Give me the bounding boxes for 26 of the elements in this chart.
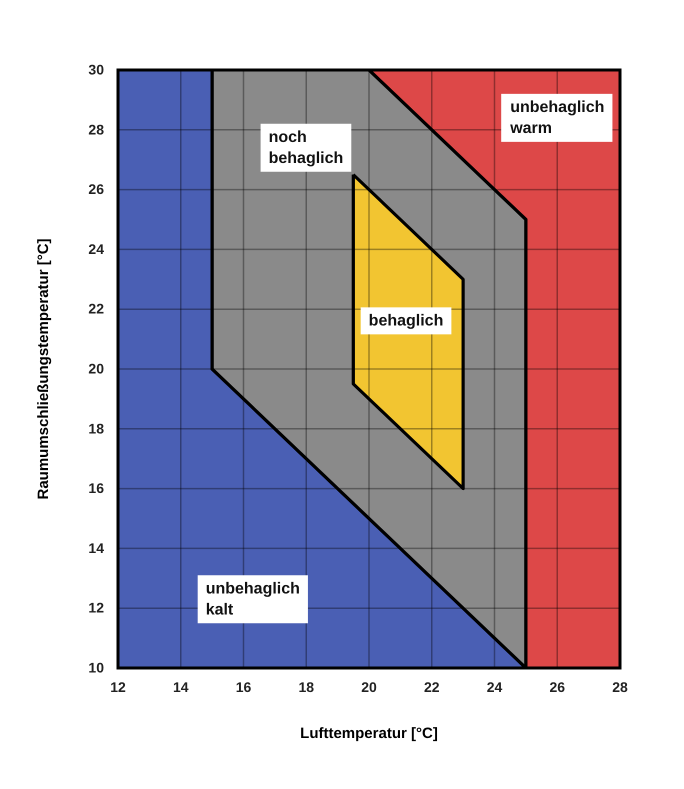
x-tick-label: 26 <box>549 678 566 695</box>
series-label: unbehaglich warm <box>509 98 604 137</box>
x-tick-label: 28 <box>612 678 628 695</box>
x-tick-label: 18 <box>298 678 314 695</box>
y-tick-label: 22 <box>88 300 104 317</box>
y-tick-label: 30 <box>88 61 104 78</box>
y-axis-title: Raumumschließungstemperatur [°C] <box>35 238 52 500</box>
series-label: behaglich <box>368 312 444 330</box>
y-tick-label: 24 <box>88 240 104 257</box>
series-label: noch behaglich <box>268 128 344 167</box>
y-tick-label: 16 <box>88 480 104 496</box>
x-tick-label: 20 <box>361 678 377 695</box>
y-tick-label: 18 <box>88 420 104 436</box>
y-tick-label: 26 <box>88 181 104 198</box>
y-tick-label: 28 <box>88 121 104 138</box>
x-axis-title: Lufttemperatur [°C] <box>300 725 438 742</box>
y-tick-label: 12 <box>88 600 104 616</box>
x-tick-label: 16 <box>236 678 252 695</box>
x-tick-label: 12 <box>110 678 126 695</box>
y-tick-label: 14 <box>88 540 104 556</box>
x-tick-label: 22 <box>424 678 440 695</box>
series-label: unbehaglich kalt <box>206 580 300 618</box>
y-tick-label: 20 <box>88 360 104 376</box>
x-tick-label: 14 <box>172 678 189 695</box>
y-tick-label: 10 <box>88 659 104 676</box>
x-tick-label: 24 <box>486 678 502 695</box>
